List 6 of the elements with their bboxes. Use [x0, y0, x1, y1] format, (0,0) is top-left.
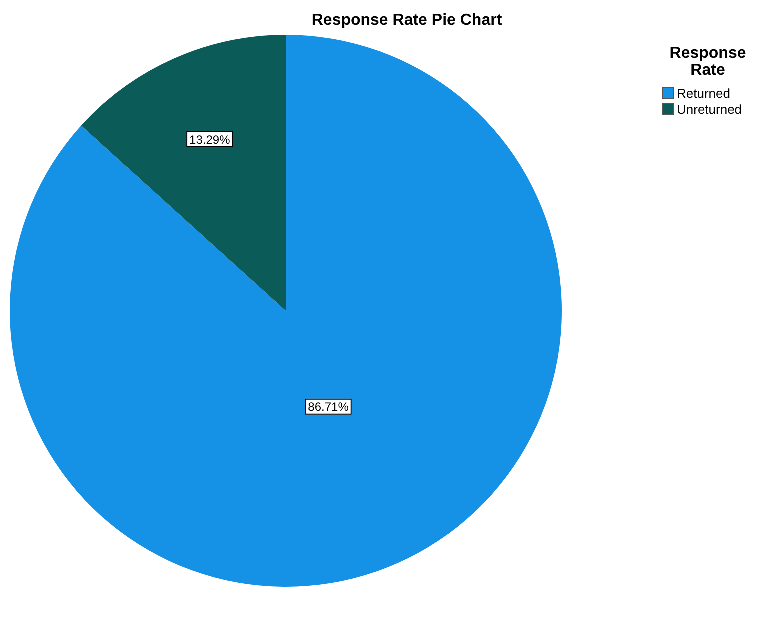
legend-label: Unreturned — [677, 102, 742, 116]
legend-title: Response Rate — [668, 45, 748, 79]
legend-label: Returned — [677, 86, 730, 100]
chart-title: Response Rate Pie Chart — [310, 12, 504, 30]
data-label: 86.71% — [308, 400, 350, 414]
data-label: 13.29% — [190, 132, 231, 147]
